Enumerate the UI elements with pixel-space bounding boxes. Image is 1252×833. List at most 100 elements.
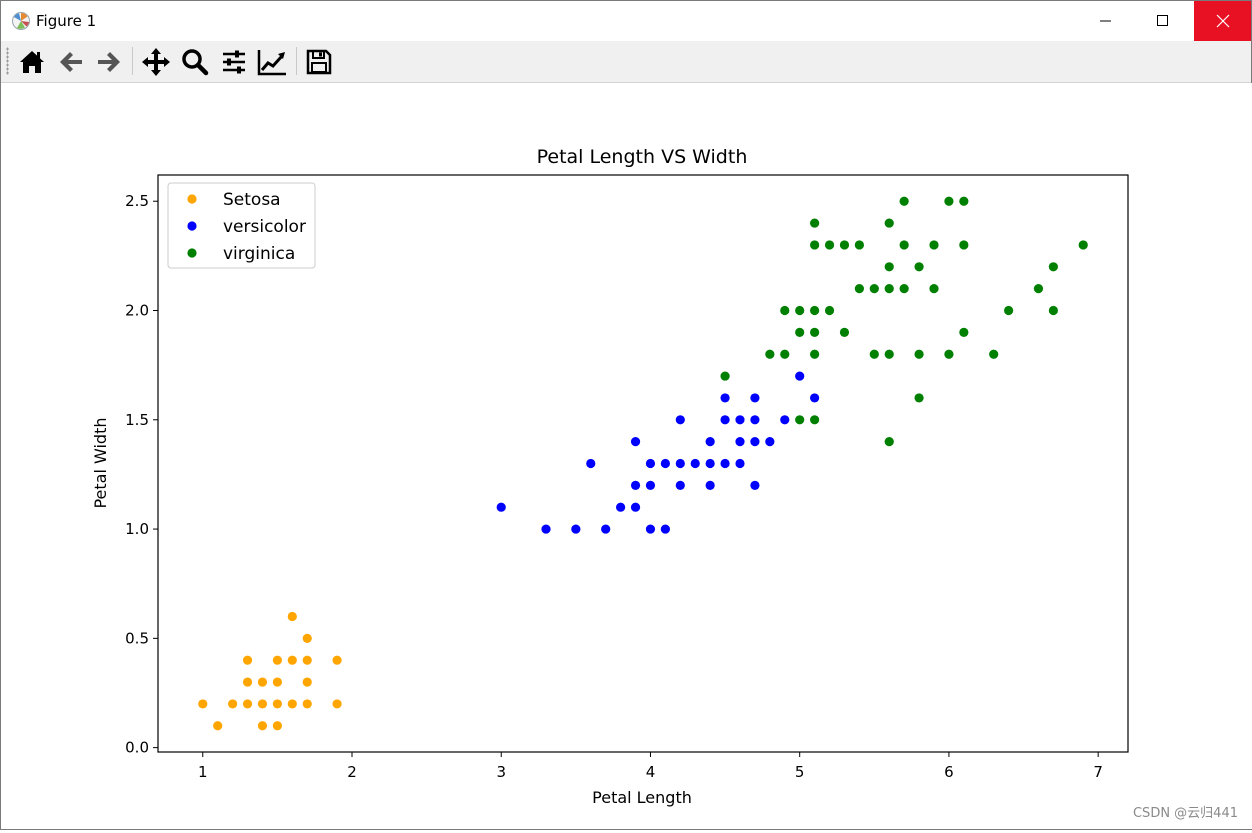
legend-marker [187, 248, 197, 258]
data-point [810, 327, 820, 337]
minimize-button[interactable] [1077, 1, 1134, 41]
data-point [869, 284, 879, 294]
axes [157, 174, 1129, 753]
data-point [884, 284, 894, 294]
data-point [899, 196, 909, 206]
data-point [616, 502, 626, 512]
window-title: Figure 1 [36, 12, 97, 30]
x-tick-label: 5 [795, 763, 805, 781]
data-point [571, 524, 581, 534]
data-point [810, 218, 820, 228]
watermark: CSDN @云归441 [1132, 806, 1238, 821]
data-point [750, 480, 760, 490]
pan-button[interactable] [139, 45, 173, 79]
pan-icon [142, 48, 170, 76]
series-versicolor [496, 371, 820, 534]
data-point [914, 393, 924, 403]
data-point [884, 218, 894, 228]
data-point [1004, 305, 1014, 316]
legend-entry-label: Setosa [223, 190, 281, 210]
home-button[interactable] [15, 45, 49, 79]
y-tick-label: 0.0 [125, 739, 149, 757]
data-point [1048, 262, 1058, 272]
data-point [780, 305, 790, 316]
x-tick-label: 1 [198, 763, 208, 781]
data-point [630, 437, 641, 447]
data-point [257, 699, 268, 709]
data-point [645, 480, 656, 490]
data-point [257, 677, 268, 687]
data-point [302, 655, 312, 665]
zoom-icon [182, 49, 209, 76]
scatter-plot[interactable]: 1 2 3 4 5 6 7 0.0 0.5 1.0 1.5 2.0 2.5 Petal Length V… [2, 83, 1252, 829]
edit-axis-icon [257, 50, 286, 76]
edit-axis-button[interactable] [255, 45, 289, 79]
data-point [690, 458, 700, 469]
legend-marker [187, 221, 197, 231]
home-icon [20, 51, 44, 73]
data-point [750, 437, 760, 447]
data-point [302, 699, 312, 709]
data-point [810, 305, 820, 316]
y-tick-label: 0.5 [125, 629, 149, 647]
data-point [810, 393, 820, 403]
toolbar-grip[interactable] [6, 47, 9, 75]
data-point [675, 458, 685, 469]
data-point [302, 633, 312, 643]
data-point [795, 371, 805, 381]
data-point [750, 415, 760, 425]
data-point [496, 502, 506, 512]
forward-button[interactable] [92, 45, 126, 79]
zoom-button[interactable] [178, 45, 212, 79]
data-point [810, 240, 820, 250]
plot-frame [157, 174, 1129, 753]
figure-canvas[interactable]: 1 2 3 4 5 6 7 0.0 0.5 1.0 1.5 2.0 2.5 Petal Length V… [2, 83, 1252, 829]
data-point [780, 415, 790, 425]
toolbar-separator [296, 47, 297, 75]
data-point [287, 655, 297, 665]
maximize-button[interactable] [1134, 1, 1191, 41]
x-tick-label: 2 [347, 763, 357, 781]
data-point [959, 196, 969, 206]
data-point [795, 327, 805, 337]
data-point [242, 655, 253, 665]
save-button[interactable] [302, 45, 336, 79]
data-point [899, 240, 909, 250]
title-bar[interactable]: Figure 1 [1, 1, 1251, 41]
data-point [1033, 284, 1044, 294]
data-point [705, 437, 715, 447]
data-point [839, 327, 850, 337]
y-tick-label: 1.5 [125, 411, 149, 429]
data-point [720, 415, 730, 425]
data-point [541, 524, 551, 534]
axis-ticks: 1 2 3 4 5 6 7 0.0 0.5 1.0 1.5 2.0 2.5 [125, 192, 1103, 781]
data-point [959, 240, 969, 250]
data-point [1048, 305, 1058, 316]
configure-subplots-button[interactable] [217, 45, 251, 79]
matplotlib-app-icon [12, 12, 30, 30]
data-point [750, 393, 760, 403]
legend-entry-label: virginica [223, 244, 295, 264]
data-point [824, 240, 835, 250]
data-point [914, 349, 924, 359]
y-axis-label: Petal Width [91, 417, 110, 508]
data-point [720, 393, 730, 403]
y-tick-label: 1.0 [125, 520, 149, 538]
data-point [242, 699, 253, 709]
data-point [735, 437, 745, 447]
data-point [675, 480, 685, 490]
save-icon [306, 49, 332, 75]
legend-box [167, 182, 316, 269]
data-point [287, 699, 297, 709]
data-point [720, 371, 730, 381]
x-tick-label: 6 [944, 763, 954, 781]
data-points [198, 196, 1088, 731]
back-button[interactable] [54, 45, 88, 79]
x-tick-label: 7 [1093, 763, 1103, 781]
close-button[interactable] [1194, 1, 1251, 41]
data-point [601, 524, 611, 534]
data-point [302, 677, 312, 687]
data-point [854, 240, 864, 250]
data-point [795, 415, 805, 425]
series-virginica [720, 196, 1088, 447]
